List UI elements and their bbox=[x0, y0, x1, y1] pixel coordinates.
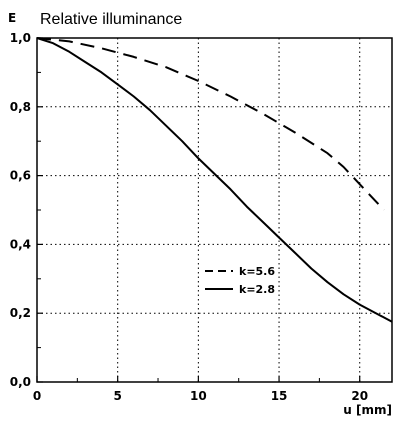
x-axis-label: u [mm] bbox=[343, 403, 392, 417]
y-tick-label: 1,0 bbox=[10, 31, 31, 45]
ticks: 0 5 10 15 20 0,0 0,2 0,4 0,6 0,8 1,0 bbox=[10, 31, 368, 403]
series-line-k-5-6 bbox=[36, 37, 385, 211]
grid bbox=[37, 38, 392, 382]
y-axis-label: E bbox=[8, 11, 16, 25]
chart-title: Relative illuminance bbox=[40, 11, 182, 28]
x-tick-label: 15 bbox=[271, 389, 288, 403]
legend-label-2: k=2.8 bbox=[239, 283, 275, 296]
y-tick-label: 0,2 bbox=[10, 306, 31, 320]
series-lines bbox=[36, 37, 393, 323]
y-tick-label: 0,4 bbox=[10, 237, 31, 251]
legend: k=5.6 k=2.8 bbox=[205, 265, 275, 296]
series-line-k-2-8 bbox=[36, 37, 393, 323]
x-tick-label: 5 bbox=[114, 389, 122, 403]
x-tick-label: 0 bbox=[33, 389, 41, 403]
x-tick-label: 10 bbox=[190, 389, 207, 403]
x-tick-label: 20 bbox=[351, 389, 368, 403]
y-tick-label: 0,0 bbox=[10, 375, 31, 389]
y-tick-label: 0,6 bbox=[10, 169, 31, 183]
y-tick-label: 0,8 bbox=[10, 100, 31, 114]
legend-label-1: k=5.6 bbox=[239, 265, 275, 278]
plot-frame bbox=[36, 37, 393, 383]
